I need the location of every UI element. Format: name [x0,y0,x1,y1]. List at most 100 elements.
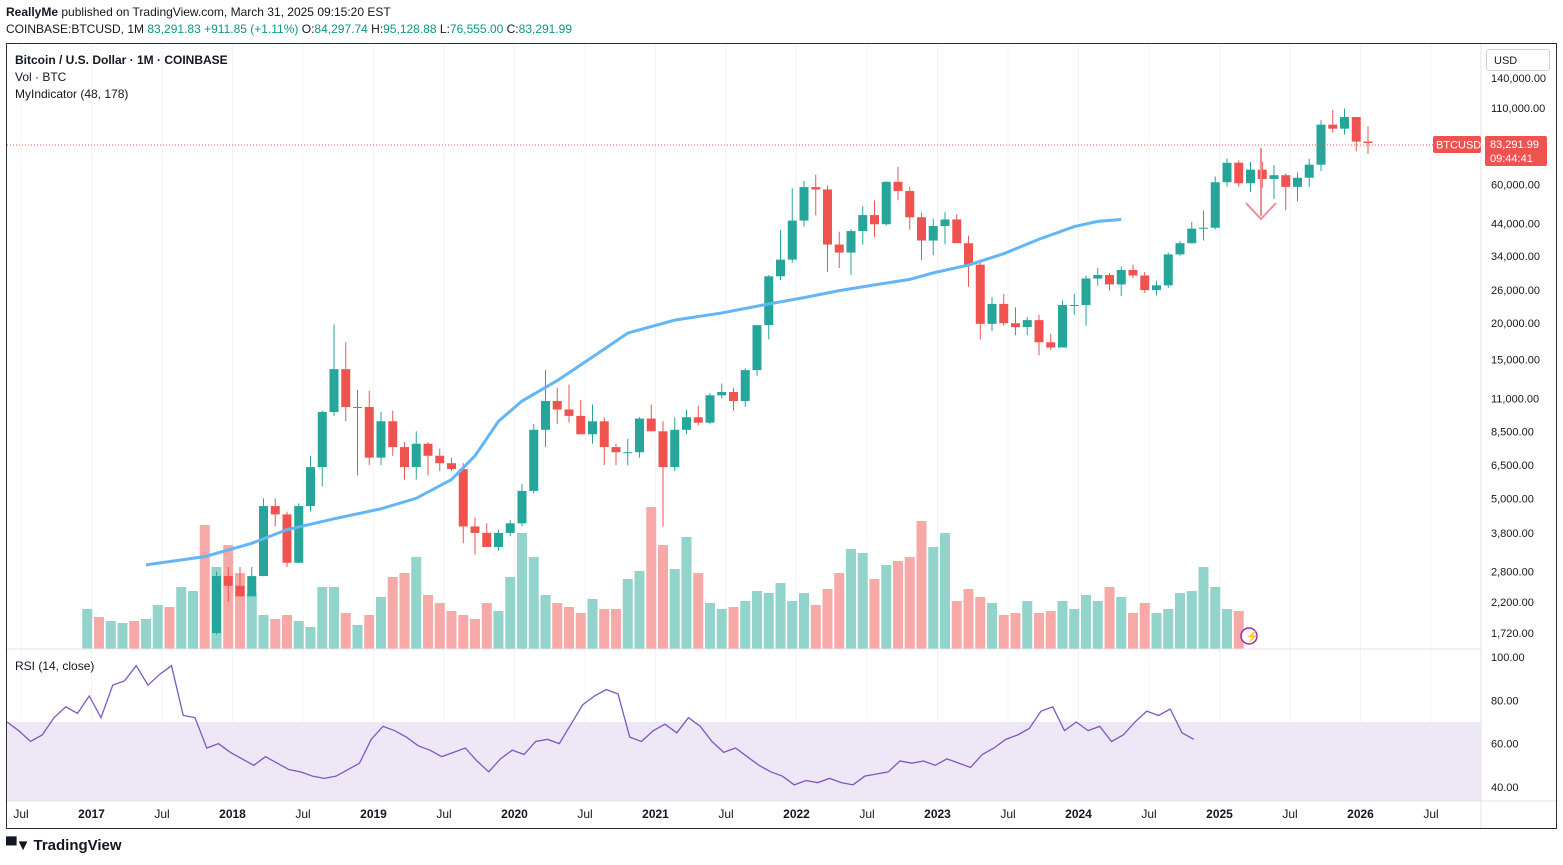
candle-body [846,231,856,253]
price-tick-label: 34,000.00 [1491,251,1540,263]
volume-bar [129,621,140,649]
tradingview-logo-icon: ▀▼ [6,837,31,854]
price-tick-label: 8,500.00 [1491,426,1534,438]
legend-title: Bitcoin / U.S. Dollar · 1M · COINBASE [15,53,228,67]
time-tick-label: 2020 [501,807,528,821]
volume-bar [481,603,492,649]
candle-body [764,276,774,326]
ma-line [145,217,1122,567]
grid-lines [20,44,1432,801]
currency-selector[interactable]: USD [1486,49,1550,71]
rsi-tick-label: 60.00 [1491,739,1519,751]
candle-body [776,259,785,277]
open-value: 84,297.74 [314,22,368,36]
volume-bar [975,597,986,649]
volume-bar [822,589,833,649]
brand[interactable]: ▀▼ TradingView [6,837,122,854]
price-axis-labels: 140,000.00 110,000.00 60,000.00 44,000.00 34… [1491,73,1546,640]
volume-bar [528,557,539,649]
volume-bar [94,617,104,649]
candle-body [223,576,233,586]
candle-body [1351,117,1361,142]
candle-body [282,514,292,563]
close-value: 83,291.99 [518,22,573,36]
candles [212,108,1373,635]
time-tick-label: Jul [577,807,592,821]
candle-body [482,532,492,547]
published-text: published on TradingView.com, March 31, … [61,5,391,19]
low-value: 76,555.00 [449,22,504,36]
candle-body [541,401,550,430]
flash-icon[interactable]: ⚡ [1240,627,1259,645]
price-tick-label: 26,000.00 [1491,285,1540,297]
volume-bar [164,607,175,649]
candle-body [376,421,386,458]
price-tick-label: 44,000.00 [1491,219,1540,231]
time-tick-label: Jul [436,807,451,821]
candle-body [1128,269,1138,276]
volume-bar [305,627,316,649]
rsi-line [6,664,1195,786]
volume-bar [1186,591,1197,649]
volume-bar [646,507,657,649]
volume-bar [188,591,198,649]
candle-body [1257,169,1267,179]
candle-body [658,431,668,468]
volume-bar [775,583,786,649]
volume-bar [740,601,751,649]
candle-body [1011,323,1020,328]
volume-bar [728,607,739,649]
volume-bar [1233,611,1244,649]
volume-bar [105,621,116,649]
price-tick-label: 11,000.00 [1491,394,1539,406]
volume-bar [270,619,281,649]
last-price: 83,291.83 [147,22,201,36]
volume-bar [834,573,845,649]
volume-bar [669,569,680,649]
volume-bar [1045,611,1056,649]
volume-bar [423,595,433,649]
candle-body [599,421,609,448]
candle-body [1293,177,1302,187]
rsi-tick-label: 40.00 [1491,782,1519,794]
volume-bar [517,533,527,649]
volume-bar [1175,593,1185,649]
candle-body [552,401,562,410]
time-tick-label: 2017 [78,807,105,821]
candle-body [1210,182,1220,228]
candle-body [1163,254,1173,286]
time-tick-label: Jul [1423,807,1438,821]
volume-bar [434,603,445,649]
volume-bar [1069,609,1080,649]
candle-body [400,447,409,468]
time-tick-label: 2019 [360,807,387,821]
candle-body [858,215,868,232]
price-tick-label: 6,500.00 [1491,460,1534,472]
volume-bar [963,589,974,649]
volume-bar [117,623,128,649]
time-tick-label: Jul [859,807,874,821]
candle-body [353,407,362,409]
candle-body [212,576,221,633]
volume-bar [799,593,809,649]
volume-bar [82,609,93,649]
brand-name: TradingView [33,837,122,854]
time-tick-label: Jul [154,807,169,821]
price-tick-label: 2,800.00 [1491,566,1534,578]
volume-bar [916,521,927,649]
candle-body [1046,342,1056,348]
chart-frame [6,43,1557,829]
rsi-band [7,722,1481,801]
candle-body [1304,164,1314,178]
rsi-title: RSI (14, close) [15,659,95,673]
volume-bar [399,573,410,649]
volume-bar [1034,613,1044,649]
rsi-tick-label: 100.00 [1491,652,1525,664]
volume-bar [446,611,457,649]
volume-bar [364,615,375,649]
volume-bar [1116,597,1127,649]
candle-body [646,418,656,432]
price-tick-label: 1,720.00 [1491,628,1534,640]
candle-body [987,303,997,324]
